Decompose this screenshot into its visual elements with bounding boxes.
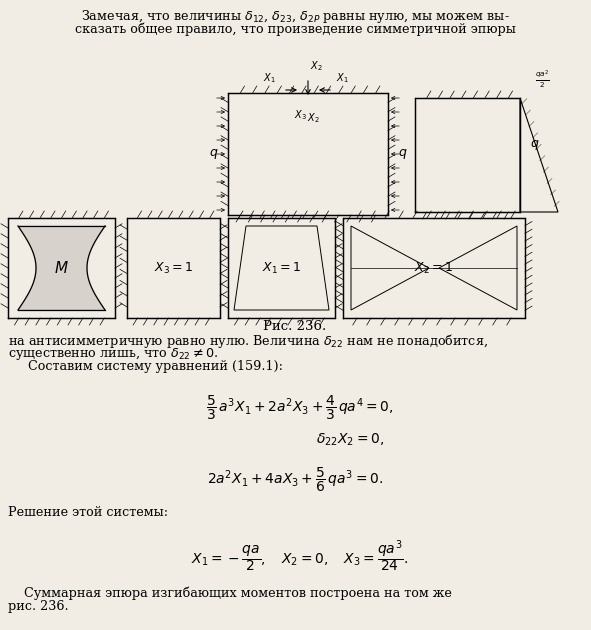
Text: Замечая, что величины $\delta_{12}$, $\delta_{23}$, $\delta_{2P}$ равны нулю, мы: Замечая, что величины $\delta_{12}$, $\d…	[80, 8, 509, 25]
Text: $\delta_{22} X_2 = 0,$: $\delta_{22} X_2 = 0,$	[316, 432, 384, 449]
Text: Решение этой системы:: Решение этой системы:	[8, 506, 168, 519]
Text: $M$: $M$	[54, 260, 69, 276]
Text: рис. 236.: рис. 236.	[8, 600, 69, 613]
Text: сказать общее правило, что произведение симметричной эпюры: сказать общее правило, что произведение …	[74, 22, 515, 35]
Text: $X_3$: $X_3$	[294, 108, 306, 122]
Text: $X_2=1$: $X_2=1$	[414, 260, 453, 275]
Text: Суммарная эпюра изгибающих моментов построена на том же: Суммарная эпюра изгибающих моментов пост…	[8, 586, 452, 600]
Text: на антисимметричную равно нулю. Величина $\delta_{22}$ нам не понадобится,: на антисимметричную равно нулю. Величина…	[8, 332, 488, 350]
Text: $X_1$: $X_1$	[336, 71, 349, 85]
Polygon shape	[18, 226, 105, 310]
Text: $q$: $q$	[209, 147, 218, 161]
Text: $\dfrac{5}{3}\,a^3 X_1 + 2a^2 X_3 + \dfrac{4}{3}\,qa^4 = 0,$: $\dfrac{5}{3}\,a^3 X_1 + 2a^2 X_3 + \dfr…	[206, 394, 394, 422]
Text: $X_1$: $X_1$	[263, 71, 276, 85]
Text: $q$: $q$	[398, 147, 407, 161]
Text: $X_1 = -\dfrac{qa}{2},\quad X_2 = 0,\quad X_3 = \dfrac{qa^3}{24}.$: $X_1 = -\dfrac{qa}{2},\quad X_2 = 0,\qua…	[191, 538, 408, 574]
Text: Рис. 236.: Рис. 236.	[264, 320, 327, 333]
Text: $\frac{qa^2}{2}$: $\frac{qa^2}{2}$	[535, 69, 550, 90]
Text: Составим систему уравнений (159.1):: Составим систему уравнений (159.1):	[8, 360, 283, 373]
Text: $X_2$: $X_2$	[310, 59, 323, 73]
Text: $X_2$: $X_2$	[307, 111, 319, 125]
Text: существенно лишь, что $\delta_{22}\neq 0$.: существенно лишь, что $\delta_{22}\neq 0…	[8, 346, 219, 362]
Text: $2a^2 X_1 + 4a X_3 + \dfrac{5}{6}\,qa^3 = 0.$: $2a^2 X_1 + 4a X_3 + \dfrac{5}{6}\,qa^3 …	[207, 466, 383, 495]
Text: $q$: $q$	[530, 138, 540, 152]
Text: $X_1=1$: $X_1=1$	[262, 260, 301, 275]
Text: $X_3=1$: $X_3=1$	[154, 260, 193, 275]
